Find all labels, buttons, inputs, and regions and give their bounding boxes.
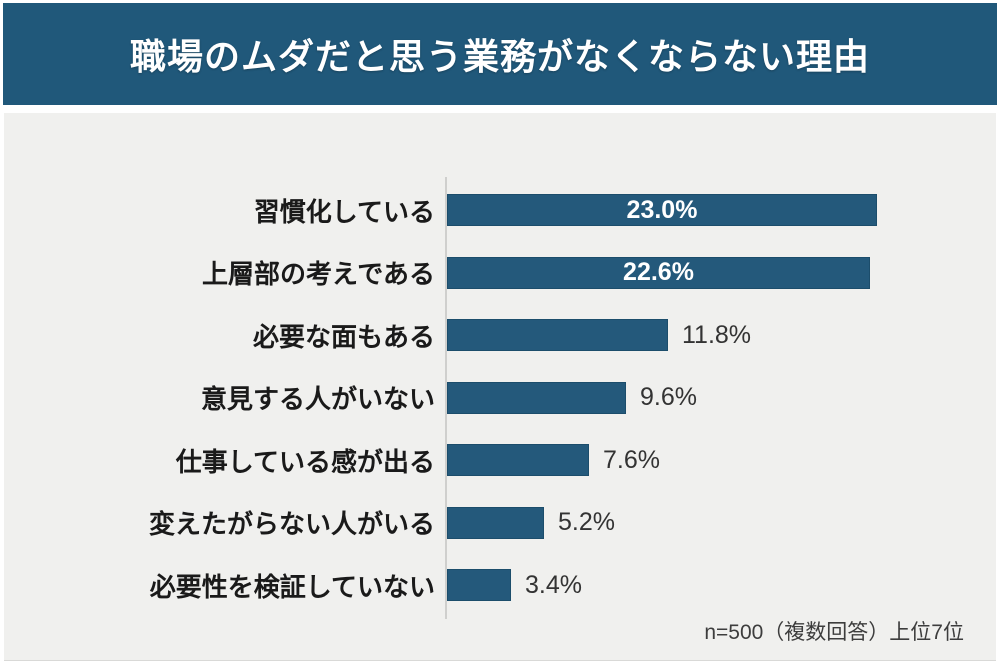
category-label: 必要な面もある <box>252 321 435 352</box>
page-title: 職場のムダだと思う業務がなくならない理由 <box>129 36 870 77</box>
bar <box>447 444 589 477</box>
bar-area: 11.8% <box>447 319 752 352</box>
bar-area: 3.4% <box>447 569 582 602</box>
chart-row: 仕事している感が出る 7.6% <box>4 429 996 492</box>
bar <box>447 569 511 602</box>
bar <box>447 381 626 414</box>
chart-row: 上層部の考えである 22.6% <box>4 242 996 305</box>
chart-row: 必要性を検証していない 3.4% <box>4 554 996 617</box>
bar-area: 7.6% <box>447 444 660 477</box>
bar-chart: 習慣化している 23.0% 上層部の考えである 22.6% 必要な面もある 11.8% 意見… <box>4 179 996 617</box>
category-label: 仕事している感が出る <box>175 446 435 477</box>
bar-area: 9.6% <box>447 381 697 414</box>
category-label: 意見する人がいない <box>200 384 435 415</box>
bar: 22.6% <box>447 256 870 289</box>
bar-area: 5.2% <box>447 506 615 539</box>
chart-row: 意見する人がいない 9.6% <box>4 367 996 430</box>
value-label: 3.4% <box>525 570 582 599</box>
chart-row: 変えたがらない人がいる 5.2% <box>4 492 996 555</box>
chart-panel: 習慣化している 23.0% 上層部の考えである 22.6% 必要な面もある 11.8% 意見… <box>4 113 996 661</box>
bar <box>447 506 544 539</box>
category-label: 必要性を検証していない <box>149 571 435 602</box>
value-label: 9.6% <box>640 383 697 412</box>
category-label: 習慣化している <box>253 196 435 227</box>
bar <box>447 319 668 352</box>
value-label: 11.8% <box>682 320 752 349</box>
value-label: 23.0% <box>626 195 698 224</box>
value-label: 7.6% <box>603 445 660 474</box>
sample-size-note: n=500（複数回答）上位7位 <box>704 621 964 644</box>
bar-area: 23.0% <box>447 194 877 227</box>
baseline-axis <box>445 177 447 619</box>
chart-row: 必要な面もある 11.8% <box>4 304 996 367</box>
category-label: 上層部の考えである <box>202 259 435 290</box>
chart-row: 習慣化している 23.0% <box>4 179 996 242</box>
title-banner: 職場のムダだと思う業務がなくならない理由 <box>3 3 997 105</box>
value-label: 22.6% <box>623 258 694 287</box>
bar: 23.0% <box>447 194 877 227</box>
bar-area: 22.6% <box>447 256 870 289</box>
category-label: 変えたがらない人がいる <box>148 509 435 540</box>
value-label: 5.2% <box>558 508 615 537</box>
